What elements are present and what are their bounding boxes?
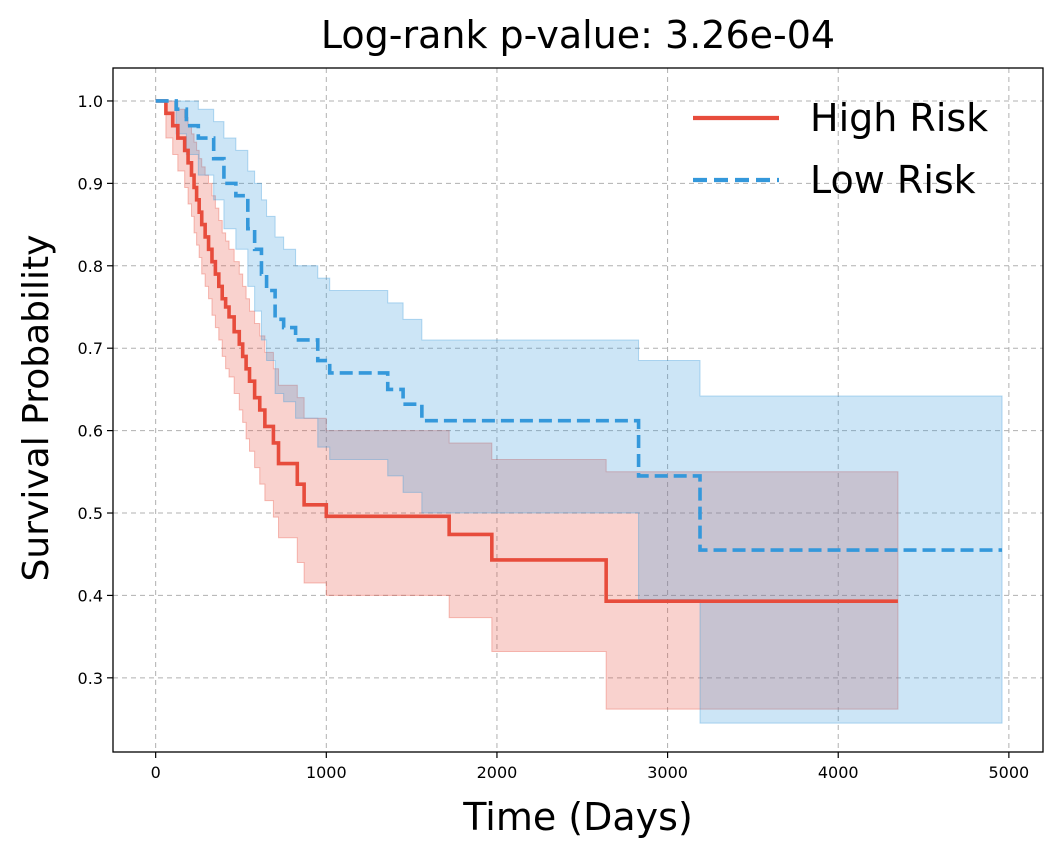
x-tick-label: 4000	[818, 763, 859, 782]
x-tick-label: 5000	[989, 763, 1030, 782]
x-axis-label: Time (Days)	[462, 795, 693, 839]
chart-title: Log-rank p-value: 3.26e-04	[321, 13, 835, 57]
grid	[113, 68, 1043, 752]
ci-band-high-risk	[155, 100, 899, 710]
x-tick-label: 3000	[647, 763, 688, 782]
y-tick-label: 0.7	[78, 339, 103, 358]
x-tick-label: 0	[151, 763, 161, 782]
plot-frame	[112, 67, 1044, 753]
y-tick-label: 0.6	[78, 422, 103, 441]
confidence-bands	[155, 100, 1003, 724]
y-tick-label: 0.9	[78, 174, 103, 193]
y-tick-label: 0.4	[78, 586, 103, 605]
y-axis-ticks: 0.3 0.4 0.5 0.6 0.7 0.8 0.9 1.0	[78, 92, 113, 688]
survival-lines	[155, 99, 1003, 603]
y-tick-label: 0.3	[78, 669, 103, 688]
ci-band-low-risk	[155, 100, 1003, 724]
legend-label-low-risk: Low Risk	[810, 158, 976, 202]
x-tick-label: 1000	[306, 763, 347, 782]
x-axis-ticks: 0 1000 2000 3000 4000 5000	[151, 752, 1030, 782]
x-tick-label: 2000	[477, 763, 518, 782]
legend-label-high-risk: High Risk	[810, 96, 988, 140]
y-axis-label: Survival Probability	[16, 235, 57, 582]
y-tick-label: 0.8	[78, 257, 103, 276]
legend: High Risk Low Risk	[693, 96, 988, 202]
y-tick-label: 0.5	[78, 504, 103, 523]
y-tick-label: 1.0	[78, 92, 103, 111]
survival-line-high-risk	[155, 99, 898, 603]
survival-line-low-risk	[155, 99, 1003, 552]
